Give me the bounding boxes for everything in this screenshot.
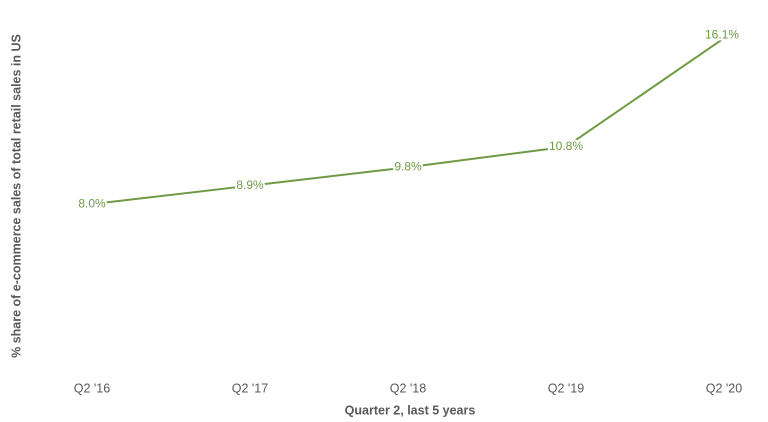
data-line	[91, 37, 725, 206]
value-label: 10.8%	[549, 139, 583, 153]
x-tick-label: Q2 '16	[74, 381, 110, 395]
x-tick-label: Q2 '20	[706, 381, 742, 395]
x-tick-label: Q2 '17	[232, 381, 268, 395]
x-tick-label: Q2 '18	[390, 381, 426, 395]
value-label: 16.1%	[705, 27, 739, 41]
value-label: 8.9%	[236, 178, 264, 192]
value-label: 9.8%	[394, 159, 422, 173]
x-axis-title: Quarter 2, last 5 years	[345, 403, 476, 417]
value-label: 8.0%	[78, 196, 106, 210]
y-axis-title: % share of e-commerce sales of total ret…	[9, 34, 23, 358]
x-tick-label: Q2 '19	[548, 381, 584, 395]
